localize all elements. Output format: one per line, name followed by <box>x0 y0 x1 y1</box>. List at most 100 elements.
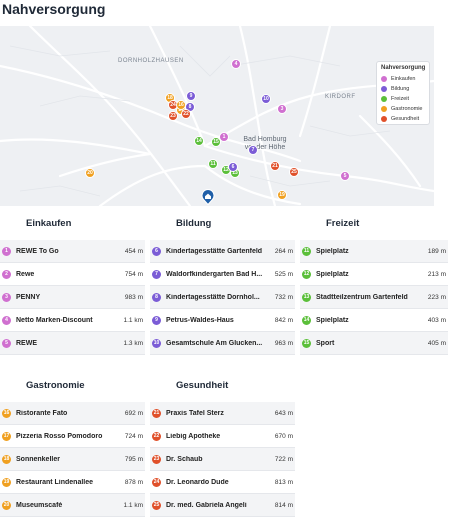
list-item[interactable]: 23 Dr. Schaub 722 m <box>150 448 295 471</box>
item-name: Spielplatz <box>316 270 349 278</box>
item-number: 15 <box>302 338 311 348</box>
map-marker[interactable]: 4 <box>231 59 241 69</box>
item-name: Stadtteilzentrum Gartenfeld <box>316 293 408 301</box>
list-item[interactable]: 4 Netto Marken-Discount 1.1 km <box>0 309 145 332</box>
section-rows: 1 REWE To Go 454 m 2 Rewe 754 m 3 PENNY 983 m … <box>0 240 145 355</box>
legend-label: Einkaufen <box>391 76 416 82</box>
item-distance: 223 m <box>427 293 446 301</box>
home-icon[interactable] <box>201 189 215 205</box>
list-item[interactable]: 24 Dr. Leonardo Dude 813 m <box>150 471 295 494</box>
item-distance: 813 m <box>274 478 293 486</box>
item-distance: 264 m <box>274 247 293 255</box>
item-distance: 405 m <box>427 339 446 347</box>
section-gastronomie: Gastronomie 16 Ristorante Fato 692 m 17 Piz… <box>0 380 145 517</box>
list-item[interactable]: 21 Praxis Tafel Sterz 643 m <box>150 402 295 425</box>
item-number: 17 <box>2 431 11 441</box>
legend-dot <box>381 96 387 102</box>
list-item[interactable]: 16 Ristorante Fato 692 m <box>0 402 145 425</box>
item-number: 8 <box>152 292 161 302</box>
item-number: 4 <box>2 315 11 325</box>
item-distance: 670 m <box>274 432 293 440</box>
item-name: REWE <box>16 339 37 347</box>
list-item[interactable]: 1 REWE To Go 454 m <box>0 240 145 263</box>
map-marker[interactable]: 9 <box>186 91 196 101</box>
item-name: Dr. Leonardo Dude <box>166 478 229 486</box>
map-marker[interactable]: 11 <box>208 159 218 169</box>
list-item[interactable]: 15 Sport 405 m <box>300 332 448 355</box>
list-item[interactable]: 25 Dr. med. Gabriela Angeli 814 m <box>150 494 295 517</box>
list-item[interactable]: 6 Kindertagesstätte Gartenfeld 264 m <box>150 240 295 263</box>
item-name: Rewe <box>16 270 35 278</box>
list-item[interactable]: 17 Pizzeria Rosso Pomodoro 724 m <box>0 425 145 448</box>
item-distance: 1.1 km <box>123 501 143 509</box>
map-marker[interactable]: 25 <box>289 167 299 177</box>
item-number: 14 <box>302 315 311 325</box>
map-marker[interactable]: 19 <box>277 190 287 200</box>
legend-item-einkaufen: Einkaufen <box>381 74 425 84</box>
list-item[interactable]: 2 Rewe 754 m <box>0 263 145 286</box>
section-title: Einkaufen <box>26 218 72 229</box>
map-marker[interactable]: 10 <box>261 94 271 104</box>
item-distance: 722 m <box>274 455 293 463</box>
map-marker[interactable]: 14 <box>194 136 204 146</box>
item-name: Dr. Schaub <box>166 455 203 463</box>
list-item[interactable]: 13 Stadtteilzentrum Gartenfeld 223 m <box>300 286 448 309</box>
list-item[interactable]: 11 Spielplatz 189 m <box>300 240 448 263</box>
list-item[interactable]: 19 Restaurant Lindenallee 878 m <box>0 471 145 494</box>
item-name: Waldorfkindergarten Bad H... <box>166 270 263 278</box>
place-label-kirdorf: KIRDORF <box>325 94 356 100</box>
item-distance: 692 m <box>124 409 143 417</box>
legend-label: Gastronomie <box>391 106 423 112</box>
map-marker[interactable]: 6 <box>228 162 238 172</box>
item-name: Spielplatz <box>316 316 349 324</box>
map-marker[interactable]: 7 <box>248 145 258 155</box>
list-item[interactable]: 10 Gesamtschule Am Glucken... 963 m <box>150 332 295 355</box>
item-number: 16 <box>2 408 11 418</box>
section-title: Gesundheit <box>176 380 229 391</box>
section-rows: 21 Praxis Tafel Sterz 643 m 22 Liebig Apoth… <box>150 402 295 517</box>
item-distance: 732 m <box>274 293 293 301</box>
map-marker[interactable]: 22 <box>181 109 191 119</box>
list-item[interactable]: 12 Spielplatz 213 m <box>300 263 448 286</box>
list-item[interactable]: 14 Spielplatz 403 m <box>300 309 448 332</box>
item-distance: 795 m <box>124 455 143 463</box>
list-item[interactable]: 9 Petrus-Waldes-Haus 842 m <box>150 309 295 332</box>
place-label-bad-homburg: Bad Homburg vor der Höhe <box>243 136 287 151</box>
section-title: Freizeit <box>326 218 360 229</box>
item-distance: 525 m <box>274 270 293 278</box>
item-name: Praxis Tafel Sterz <box>166 409 224 417</box>
list-item[interactable]: 20 Museumscafé 1.1 km <box>0 494 145 517</box>
item-number: 3 <box>2 292 11 302</box>
map-marker[interactable]: 16 <box>176 100 186 110</box>
map-marker[interactable]: 15 <box>211 137 221 147</box>
list-item[interactable]: 7 Waldorfkindergarten Bad H... 525 m <box>150 263 295 286</box>
map-marker[interactable]: 3 <box>277 104 287 114</box>
item-distance: 403 m <box>427 316 446 324</box>
section-rows: 16 Ristorante Fato 692 m 17 Pizzeria Rosso … <box>0 402 145 517</box>
item-number: 21 <box>152 408 161 418</box>
map-marker[interactable]: 1 <box>219 132 229 142</box>
map[interactable]: DORNHOLZHAUSEN KIRDORF Bad Homburg vor d… <box>0 26 434 206</box>
map-marker[interactable]: 5 <box>340 171 350 181</box>
item-name: REWE To Go <box>16 247 59 255</box>
item-name: Netto Marken-Discount <box>16 316 93 324</box>
list-item[interactable]: 3 PENNY 983 m <box>0 286 145 309</box>
item-name: Restaurant Lindenallee <box>16 478 94 486</box>
item-distance: 983 m <box>124 293 143 301</box>
item-name: Liebig Apotheke <box>166 432 221 440</box>
map-marker[interactable]: 21 <box>270 161 280 171</box>
item-number: 9 <box>152 315 161 325</box>
item-name: Spielplatz <box>316 247 349 255</box>
list-item[interactable]: 8 Kindertagesstätte Dornhol... 732 m <box>150 286 295 309</box>
map-marker[interactable]: 20 <box>85 168 95 178</box>
item-number: 25 <box>152 500 161 510</box>
list-item[interactable]: 5 REWE 1.3 km <box>0 332 145 355</box>
item-number: 22 <box>152 431 161 441</box>
list-item[interactable]: 18 Sonnenkeller 795 m <box>0 448 145 471</box>
item-distance: 1.1 km <box>123 316 143 324</box>
legend-label: Gesundheit <box>391 116 420 122</box>
item-name: Museumscafé <box>16 501 63 509</box>
map-marker[interactable]: 23 <box>168 111 178 121</box>
list-item[interactable]: 22 Liebig Apotheke 670 m <box>150 425 295 448</box>
item-number: 12 <box>302 269 311 279</box>
